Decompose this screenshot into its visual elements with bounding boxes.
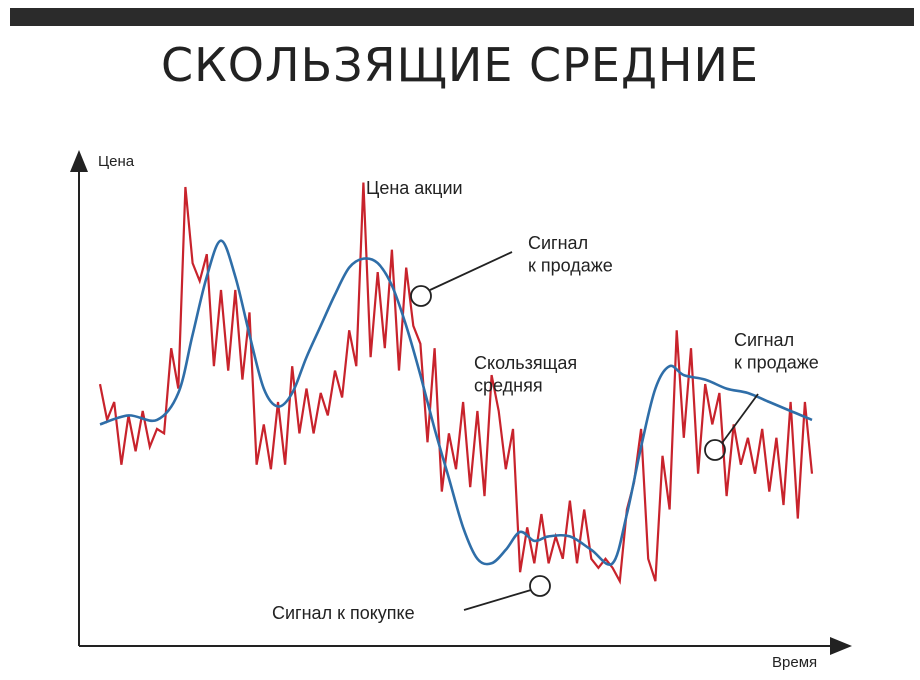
buy-signal-leader bbox=[463, 589, 532, 611]
annotation-sell-signal-2: Сигнал к продаже bbox=[734, 330, 819, 373]
page-title: СКОЛЬЗЯЩИЕ СРЕДНИЕ bbox=[161, 38, 759, 92]
moving-average-line bbox=[99, 239, 813, 566]
sell-signal-leader-2 bbox=[721, 393, 759, 444]
x-axis-arrow-icon bbox=[830, 637, 852, 655]
annotation-sell-signal-1: Сигнал к продаже bbox=[528, 233, 613, 276]
x-axis-label: Время bbox=[772, 654, 817, 671]
top-bar bbox=[10, 8, 914, 26]
annotation-stock-price: Цена акции bbox=[366, 178, 463, 198]
annotation-buy-signal: Сигнал к покупке bbox=[272, 603, 415, 623]
buy-signal-circle bbox=[529, 575, 551, 597]
chart-axes: Цена Время bbox=[70, 150, 852, 671]
chart-lines bbox=[98, 182, 814, 585]
chart-annotations: Цена акции Сигнал к продаже Скользящая средн… bbox=[272, 178, 819, 623]
annotation-moving-average: Скользящая средняя bbox=[474, 353, 577, 396]
sell-signal-circle-2 bbox=[704, 439, 726, 461]
y-axis-arrow-icon bbox=[70, 150, 88, 172]
y-axis-label: Цена bbox=[98, 153, 135, 170]
price-series-line bbox=[98, 182, 814, 585]
sell-signal-circle-1 bbox=[410, 285, 432, 307]
sell-signal-leader-1 bbox=[429, 251, 513, 291]
